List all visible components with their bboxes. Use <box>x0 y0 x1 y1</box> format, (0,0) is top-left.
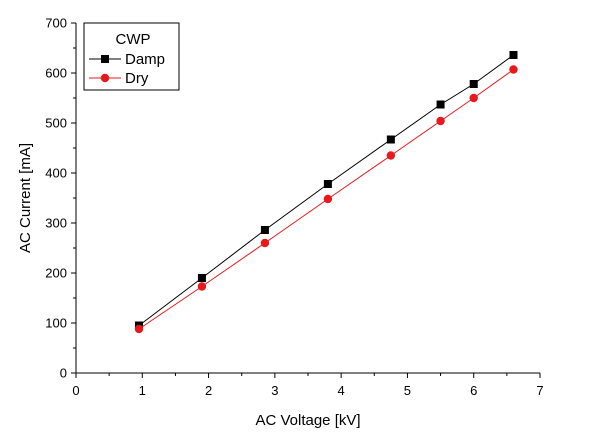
data-point-dry <box>260 238 270 248</box>
x-ticks: 0 1 2 3 4 5 6 7 <box>72 373 544 398</box>
series-dry <box>134 65 518 334</box>
y-tick-label: 300 <box>45 216 67 231</box>
data-point-damp <box>436 100 445 109</box>
legend-label-damp: Damp <box>125 51 165 68</box>
data-point-damp <box>509 51 518 59</box>
data-point-dry <box>509 65 518 74</box>
y-tick-label: 700 <box>45 16 67 31</box>
data-point-damp <box>469 80 478 88</box>
x-tick-label: 1 <box>139 383 146 398</box>
data-point-dry <box>469 93 478 103</box>
series-line-damp <box>138 54 514 326</box>
data-point-dry <box>436 116 445 126</box>
legend-entry-dry: Dry <box>89 70 149 87</box>
legend-marker-damp <box>101 55 109 63</box>
legend: CWP Damp Dry <box>83 22 180 91</box>
series-damp <box>134 51 518 330</box>
y-tick-label: 400 <box>45 166 67 181</box>
y-tick-label: 500 <box>45 116 67 131</box>
y-ticks: 0 100 200 300 400 500 600 700 <box>45 16 76 381</box>
x-tick-label: 2 <box>205 383 212 398</box>
legend-marker-dry <box>100 73 110 83</box>
data-point-dry <box>386 151 396 160</box>
y-tick-label: 200 <box>45 266 67 281</box>
legend-box <box>83 22 180 91</box>
legend-title: CWP <box>116 31 151 48</box>
x-tick-label: 7 <box>536 383 543 398</box>
data-point-damp <box>197 274 206 282</box>
y-tick-label: 600 <box>45 66 67 81</box>
legend-label-dry: Dry <box>125 70 149 87</box>
data-point-dry <box>134 324 144 334</box>
x-tick-label: 4 <box>338 383 345 398</box>
x-tick-label: 0 <box>72 383 79 398</box>
data-point-dry <box>197 282 207 291</box>
x-tick-label: 5 <box>404 383 411 398</box>
legend-entry-damp: Damp <box>89 51 165 68</box>
data-point-damp <box>323 180 332 188</box>
x-axis-title: AC Voltage [kV] <box>255 412 360 429</box>
data-point-damp <box>386 135 395 144</box>
series-layer <box>134 51 518 334</box>
x-tick-label: 3 <box>271 383 278 398</box>
x-tick-label: 6 <box>470 383 477 398</box>
data-point-dry <box>323 194 333 204</box>
y-tick-label: 0 <box>60 366 67 381</box>
y-axis-title: AC Current [mA] <box>17 143 34 253</box>
y-tick-label: 100 <box>45 316 67 331</box>
data-point-damp <box>260 226 269 234</box>
series-line-dry <box>138 69 514 330</box>
